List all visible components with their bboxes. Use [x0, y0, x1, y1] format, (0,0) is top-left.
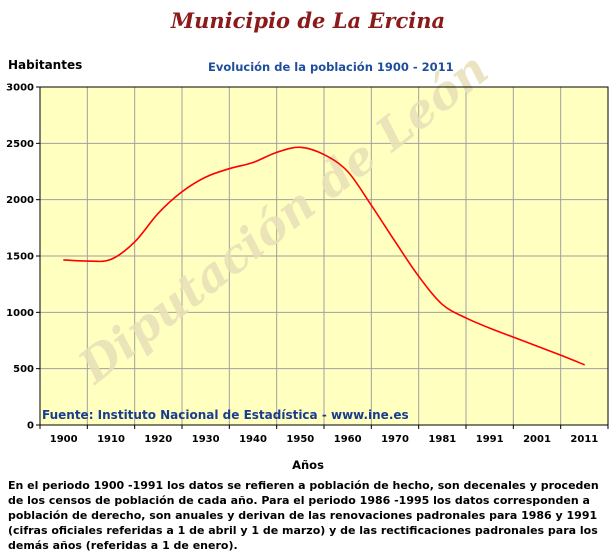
source-note: Fuente: Instituto Nacional de Estadístic… — [42, 408, 409, 422]
data-point — [465, 317, 467, 319]
data-point — [134, 241, 136, 243]
data-point — [418, 275, 420, 277]
data-point — [228, 168, 230, 170]
data-point — [560, 354, 562, 356]
x-axis-label: Años — [292, 458, 324, 472]
data-point — [63, 259, 65, 261]
y-axis-label: Habitantes — [8, 58, 83, 72]
data-point — [157, 212, 159, 214]
chart-title: Evolución de la población 1900 - 2011 — [208, 60, 454, 74]
x-tick-label: 1940 — [239, 434, 267, 445]
x-tick-label: 1991 — [476, 434, 504, 445]
data-point — [536, 345, 538, 347]
data-point — [323, 154, 325, 156]
series-layer — [63, 146, 585, 366]
x-tick-label: 1960 — [334, 434, 362, 445]
data-point — [205, 176, 207, 178]
data-point — [441, 303, 443, 306]
x-tick-label: 1910 — [97, 434, 125, 445]
x-tick-label: 1930 — [192, 434, 220, 445]
x-tick-label: 1900 — [50, 434, 78, 445]
y-tick-label: 2000 — [6, 195, 34, 206]
data-point — [512, 336, 514, 338]
data-point — [370, 204, 372, 206]
x-tick-label: 1920 — [144, 434, 172, 445]
y-tick-label: 500 — [13, 364, 34, 375]
x-tick-label: 1950 — [286, 434, 314, 445]
x-tick-label: 2001 — [523, 434, 551, 445]
x-tick-label: 1981 — [428, 434, 456, 445]
y-tick-label: 3000 — [6, 83, 34, 94]
data-point — [394, 240, 396, 242]
data-point — [252, 161, 254, 164]
y-tick-label: 2500 — [6, 139, 34, 150]
y-tick-label: 1500 — [6, 252, 34, 263]
data-point — [276, 151, 278, 153]
footnote-text: En el periodo 1900 -1991 los datos se re… — [8, 479, 599, 552]
tick-labels: 0 500 1000 1500 2000 2500 3000 1900 1910 1920 1930… — [6, 83, 609, 445]
data-point — [299, 146, 301, 148]
data-point — [86, 260, 88, 262]
data-point — [489, 327, 491, 329]
x-tick-label: 1970 — [381, 434, 409, 445]
grid — [40, 87, 608, 425]
x-tick-label: 2011 — [570, 434, 598, 445]
data-point — [347, 170, 349, 173]
data-point — [181, 191, 183, 193]
data-point — [110, 258, 112, 260]
y-tick-label: 1000 — [6, 308, 34, 319]
page-title: Municipio de La Ercina — [170, 8, 446, 33]
data-point — [583, 364, 585, 366]
y-tick-label: 0 — [27, 421, 34, 432]
